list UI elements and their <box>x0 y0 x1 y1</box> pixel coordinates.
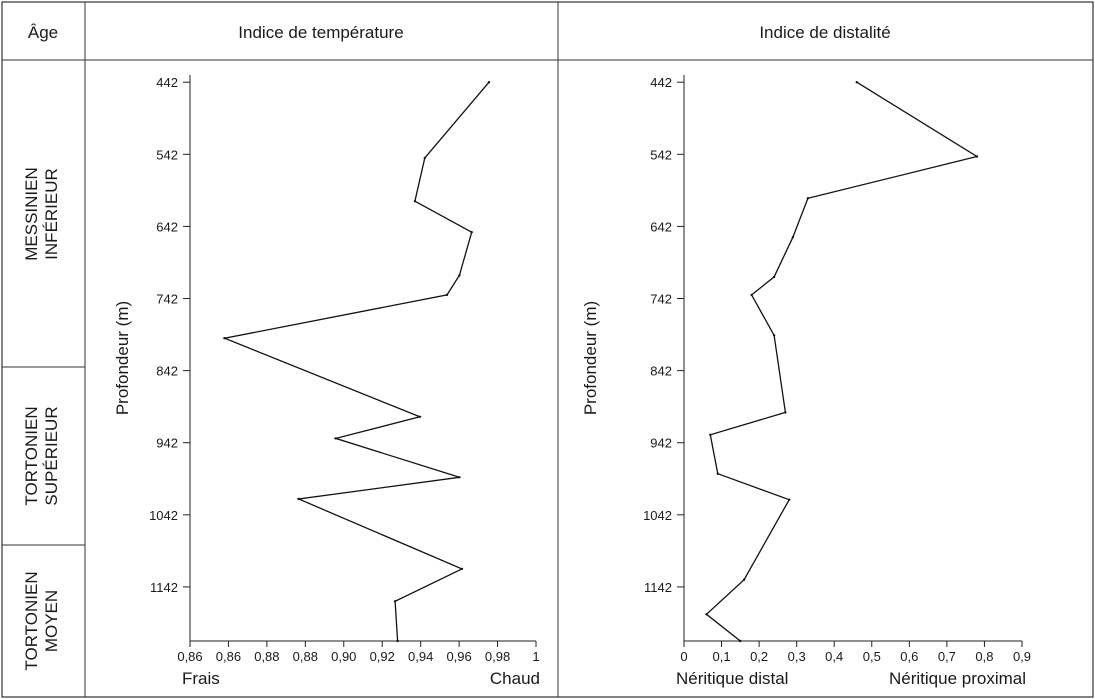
x-tick-label: 0,2 <box>750 649 768 664</box>
data-point <box>855 81 858 84</box>
y-tick-label: 542 <box>156 147 178 162</box>
y-tick-label: 642 <box>156 219 178 234</box>
y-tick-label: 442 <box>156 75 178 90</box>
x-tick-label: 1 <box>532 649 539 664</box>
y-tick-label: 942 <box>650 436 672 451</box>
y-axis-label: Profondeur (m) <box>581 301 600 415</box>
x-tick-label: 0,6 <box>900 649 918 664</box>
y-tick-label: 842 <box>156 364 178 379</box>
x-tick-label: 0,94 <box>408 649 433 664</box>
distalite-chart: 442 542 642 742 842 942 1042 1142 0 0,1 0,2 0,3 0,4 0… <box>581 75 1031 688</box>
x-tick-label: 0,86 <box>216 649 241 664</box>
age-label-tortonien-moyen: TORTONIEN MOYEN <box>22 571 61 670</box>
data-point <box>423 156 426 160</box>
data-point <box>716 472 719 475</box>
y-tick-label: 442 <box>650 75 672 90</box>
y-tick-label: 942 <box>156 436 178 451</box>
age-header: Âge <box>28 23 58 42</box>
series-line <box>705 81 979 642</box>
age-label-tortonien-superieur: TORTONIEN SUPÉRIEUR <box>22 406 61 505</box>
age-label-line2: SUPÉRIEUR <box>42 406 61 505</box>
y-tick-label: 1042 <box>149 508 178 523</box>
data-point <box>709 433 712 436</box>
y-tick-label: 842 <box>650 364 672 379</box>
x-tick-label: 0,5 <box>863 649 881 664</box>
x-tick-label: 0,96 <box>446 649 471 664</box>
temperature-header: Indice de température <box>238 23 403 42</box>
temperature-chart: 442 542 642 742 842 942 1042 1142 0,86 0,86 0,88 0,… <box>113 75 540 688</box>
data-point <box>334 437 337 440</box>
data-point <box>772 334 776 337</box>
age-label-messinien: MESSINIEN INFÉRIEUR <box>22 167 61 261</box>
x-tick-label: 0,8 <box>975 649 993 664</box>
data-point <box>975 155 979 158</box>
data-point <box>784 411 787 414</box>
data-point <box>445 293 449 297</box>
y-tick-label: 1042 <box>643 508 672 523</box>
data-point <box>806 197 810 200</box>
x-tick-label: 0,9 <box>1013 649 1031 664</box>
data-point <box>458 274 461 277</box>
data-point <box>396 639 399 643</box>
y-tick-label: 642 <box>650 219 672 234</box>
y-axis-label: Profondeur (m) <box>113 301 132 415</box>
y-tick-label: 542 <box>650 147 672 162</box>
x-tick-label: 0,1 <box>713 649 731 664</box>
y-tick-label: 1142 <box>150 580 178 595</box>
age-label-line2: INFÉRIEUR <box>42 168 61 260</box>
age-label-line1: TORTONIEN <box>22 406 41 505</box>
distalite-header: Indice de distalité <box>759 23 890 42</box>
data-point <box>739 639 742 643</box>
data-point <box>393 600 397 603</box>
x-tick-label: 0,88 <box>254 649 279 664</box>
x-tick-label: 0,86 <box>177 649 202 664</box>
data-point <box>460 567 464 571</box>
data-point <box>413 200 417 203</box>
data-point <box>458 476 461 479</box>
data-point <box>418 415 421 418</box>
data-point <box>297 497 300 501</box>
y-tick-label: 1142 <box>644 580 672 595</box>
age-label-line1: MESSINIEN <box>22 167 41 261</box>
y-tick-label: 742 <box>156 292 178 307</box>
data-point <box>742 578 746 581</box>
data-point <box>772 275 776 279</box>
data-point <box>223 337 226 340</box>
data-point <box>470 231 473 234</box>
x-tick-label: 0,92 <box>370 649 395 664</box>
x-tick-label: 0,90 <box>331 649 356 664</box>
data-point <box>788 498 791 501</box>
x-tick-label: 0,4 <box>825 649 843 664</box>
x-label-left: Frais <box>182 669 220 688</box>
data-point <box>750 293 753 297</box>
x-tick-label: 0,88 <box>293 649 318 664</box>
series-line <box>222 81 490 642</box>
data-point <box>791 236 795 239</box>
data-point <box>705 613 708 616</box>
y-tick-label: 742 <box>650 292 672 307</box>
data-point <box>487 81 491 84</box>
x-label-left: Néritique distal <box>676 669 788 688</box>
x-tick-label: 0 <box>680 649 687 664</box>
x-label-right: Néritique proximal <box>889 669 1026 688</box>
x-tick-label: 0,98 <box>485 649 510 664</box>
age-label-line2: MOYEN <box>42 590 61 652</box>
x-label-right: Chaud <box>490 669 540 688</box>
x-tick-label: 0,7 <box>938 649 956 664</box>
x-tick-label: 0,3 <box>788 649 806 664</box>
age-label-line1: TORTONIEN <box>22 571 41 670</box>
